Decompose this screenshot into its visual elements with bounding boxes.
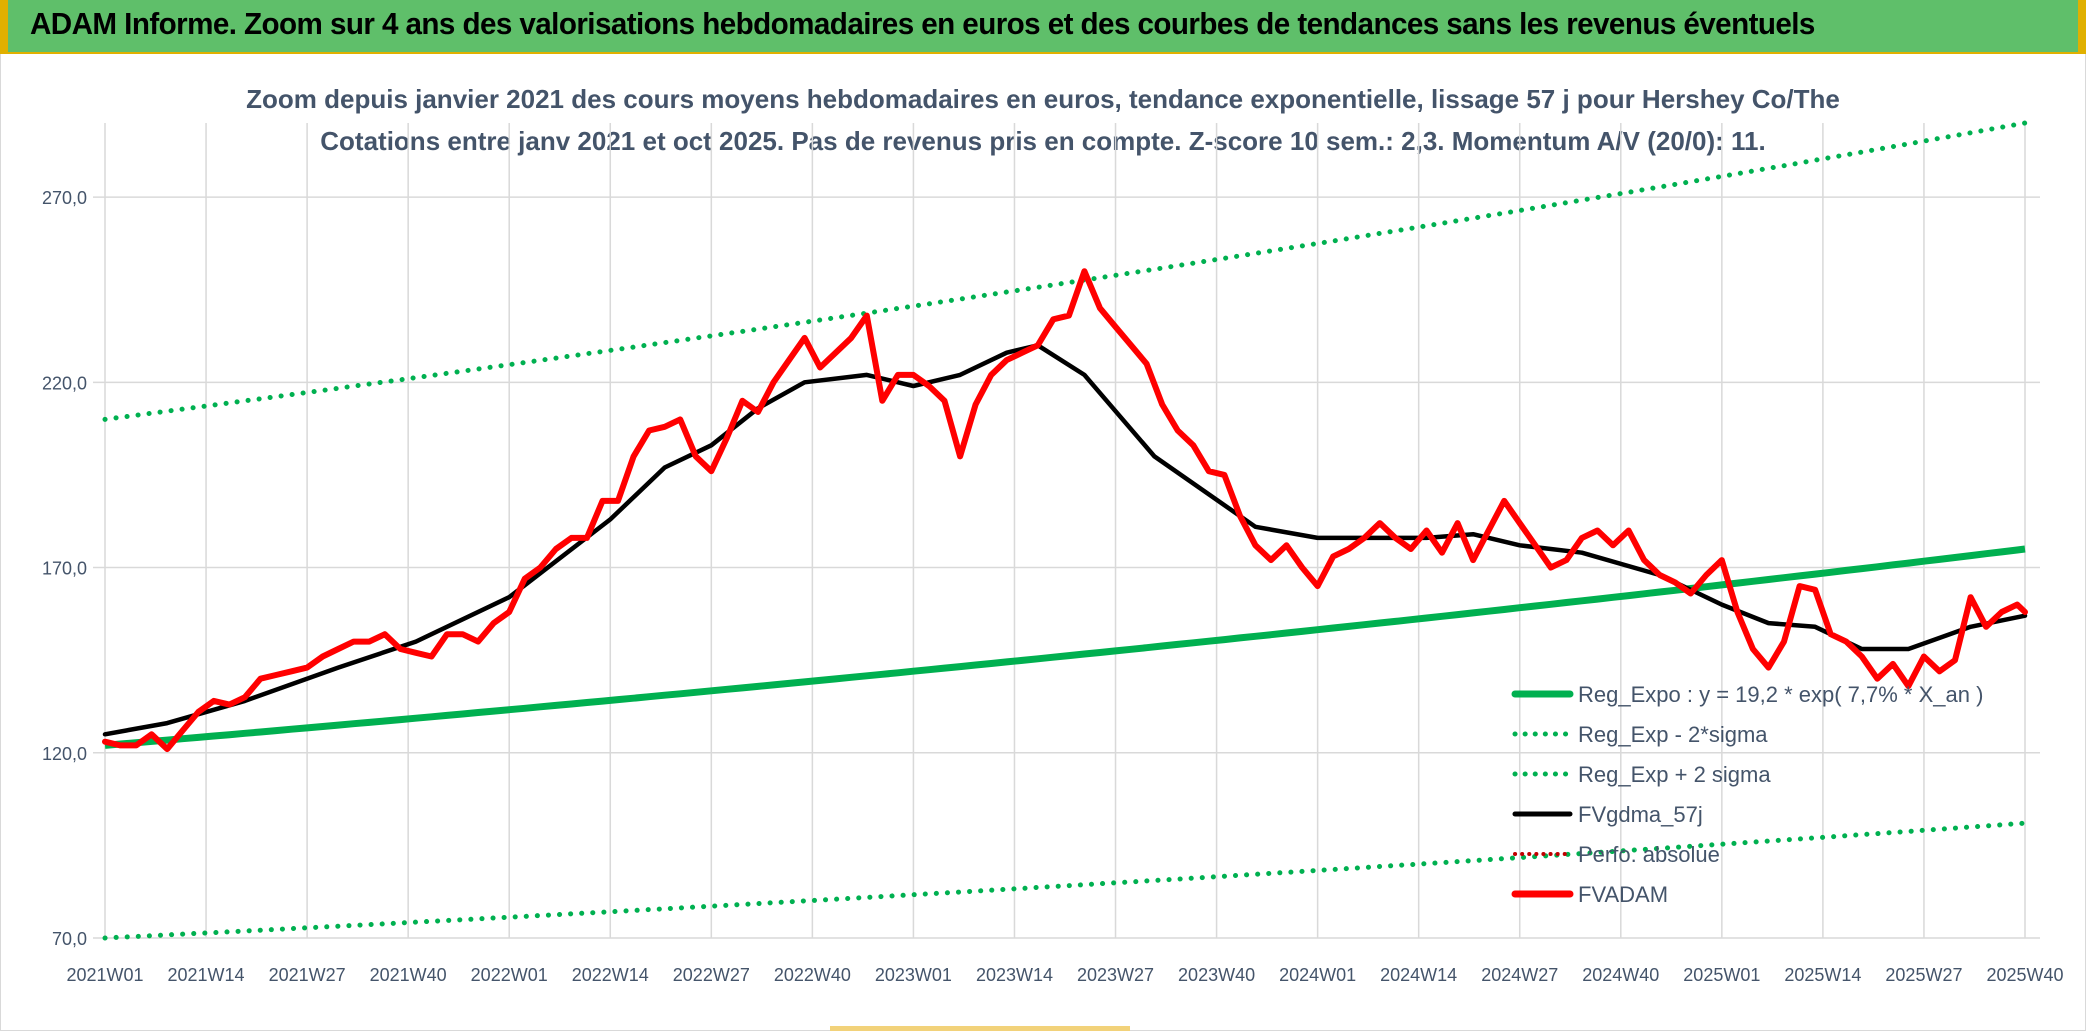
x-tick-label: 2024W40: [1582, 965, 1659, 985]
legend: Reg_Expo : y = 19,2 * exp( 7,7% * X_an )…: [1511, 682, 1983, 907]
x-tick-label: 2025W14: [1784, 965, 1861, 985]
x-tick-label: 2021W27: [269, 965, 346, 985]
chart-subtitle: Cotations entre janv 2021 et oct 2025. P…: [320, 126, 1766, 156]
x-tick-label: 2023W40: [1178, 965, 1255, 985]
legend-label: Perfo. absolue: [1578, 842, 1720, 867]
grid: [93, 123, 2040, 939]
banner-accent-left: [0, 0, 8, 54]
x-tick-label: 2024W01: [1279, 965, 1356, 985]
legend-label: FVADAM: [1578, 882, 1668, 907]
y-tick-label: 120,0: [42, 744, 87, 764]
banner-title: ADAM Informe. Zoom sur 4 ans des valoris…: [30, 6, 1815, 41]
x-tick-label: 2023W01: [875, 965, 952, 985]
y-tick-label: 270,0: [42, 188, 87, 208]
legend-label: FVgdma_57j: [1578, 802, 1703, 827]
x-tick-label: 2021W40: [370, 965, 447, 985]
x-tick-label: 2024W27: [1481, 965, 1558, 985]
x-tick-label: 2024W14: [1380, 965, 1457, 985]
x-tick-label: 2023W14: [976, 965, 1053, 985]
upper-band-line: [102, 120, 2028, 422]
x-tick-label: 2025W27: [1885, 965, 1962, 985]
legend-label: Reg_Exp - 2*sigma: [1578, 722, 1768, 747]
x-tick-label: 2022W40: [774, 965, 851, 985]
legend-label: Reg_Exp + 2 sigma: [1578, 762, 1771, 787]
chart-title: Zoom depuis janvier 2021 des cours moyen…: [246, 84, 1840, 114]
plot-area: [102, 120, 2028, 941]
trend-line: [104, 545, 2026, 749]
x-tick-label: 2021W01: [66, 965, 143, 985]
x-tick-label: 2021W14: [168, 965, 245, 985]
x-tick-label: 2023W27: [1077, 965, 1154, 985]
x-tick-label: 2025W40: [1986, 965, 2063, 985]
legend-label: Reg_Expo : y = 19,2 * exp( 7,7% * X_an ): [1578, 682, 1983, 707]
axis-ticks: 70,0 120,0 170,0 220,0 270,0 2021W01 2021W14 20…: [42, 188, 2064, 985]
y-tick-label: 170,0: [42, 559, 87, 579]
y-tick-label: 70,0: [52, 929, 87, 949]
banner-accent-right: [2078, 0, 2086, 54]
bottom-accent: [830, 1026, 1130, 1031]
header-banner: ADAM Informe. Zoom sur 4 ans des valoris…: [0, 0, 2086, 54]
x-tick-label: 2022W14: [572, 965, 649, 985]
x-tick-label: 2025W01: [1683, 965, 1760, 985]
price-line: [102, 268, 2028, 753]
smoothing-line: [102, 343, 2028, 737]
lower-band-line: [102, 820, 2028, 941]
y-tick-label: 220,0: [42, 373, 87, 393]
x-tick-label: 2022W27: [673, 965, 750, 985]
x-tick-label: 2022W01: [471, 965, 548, 985]
